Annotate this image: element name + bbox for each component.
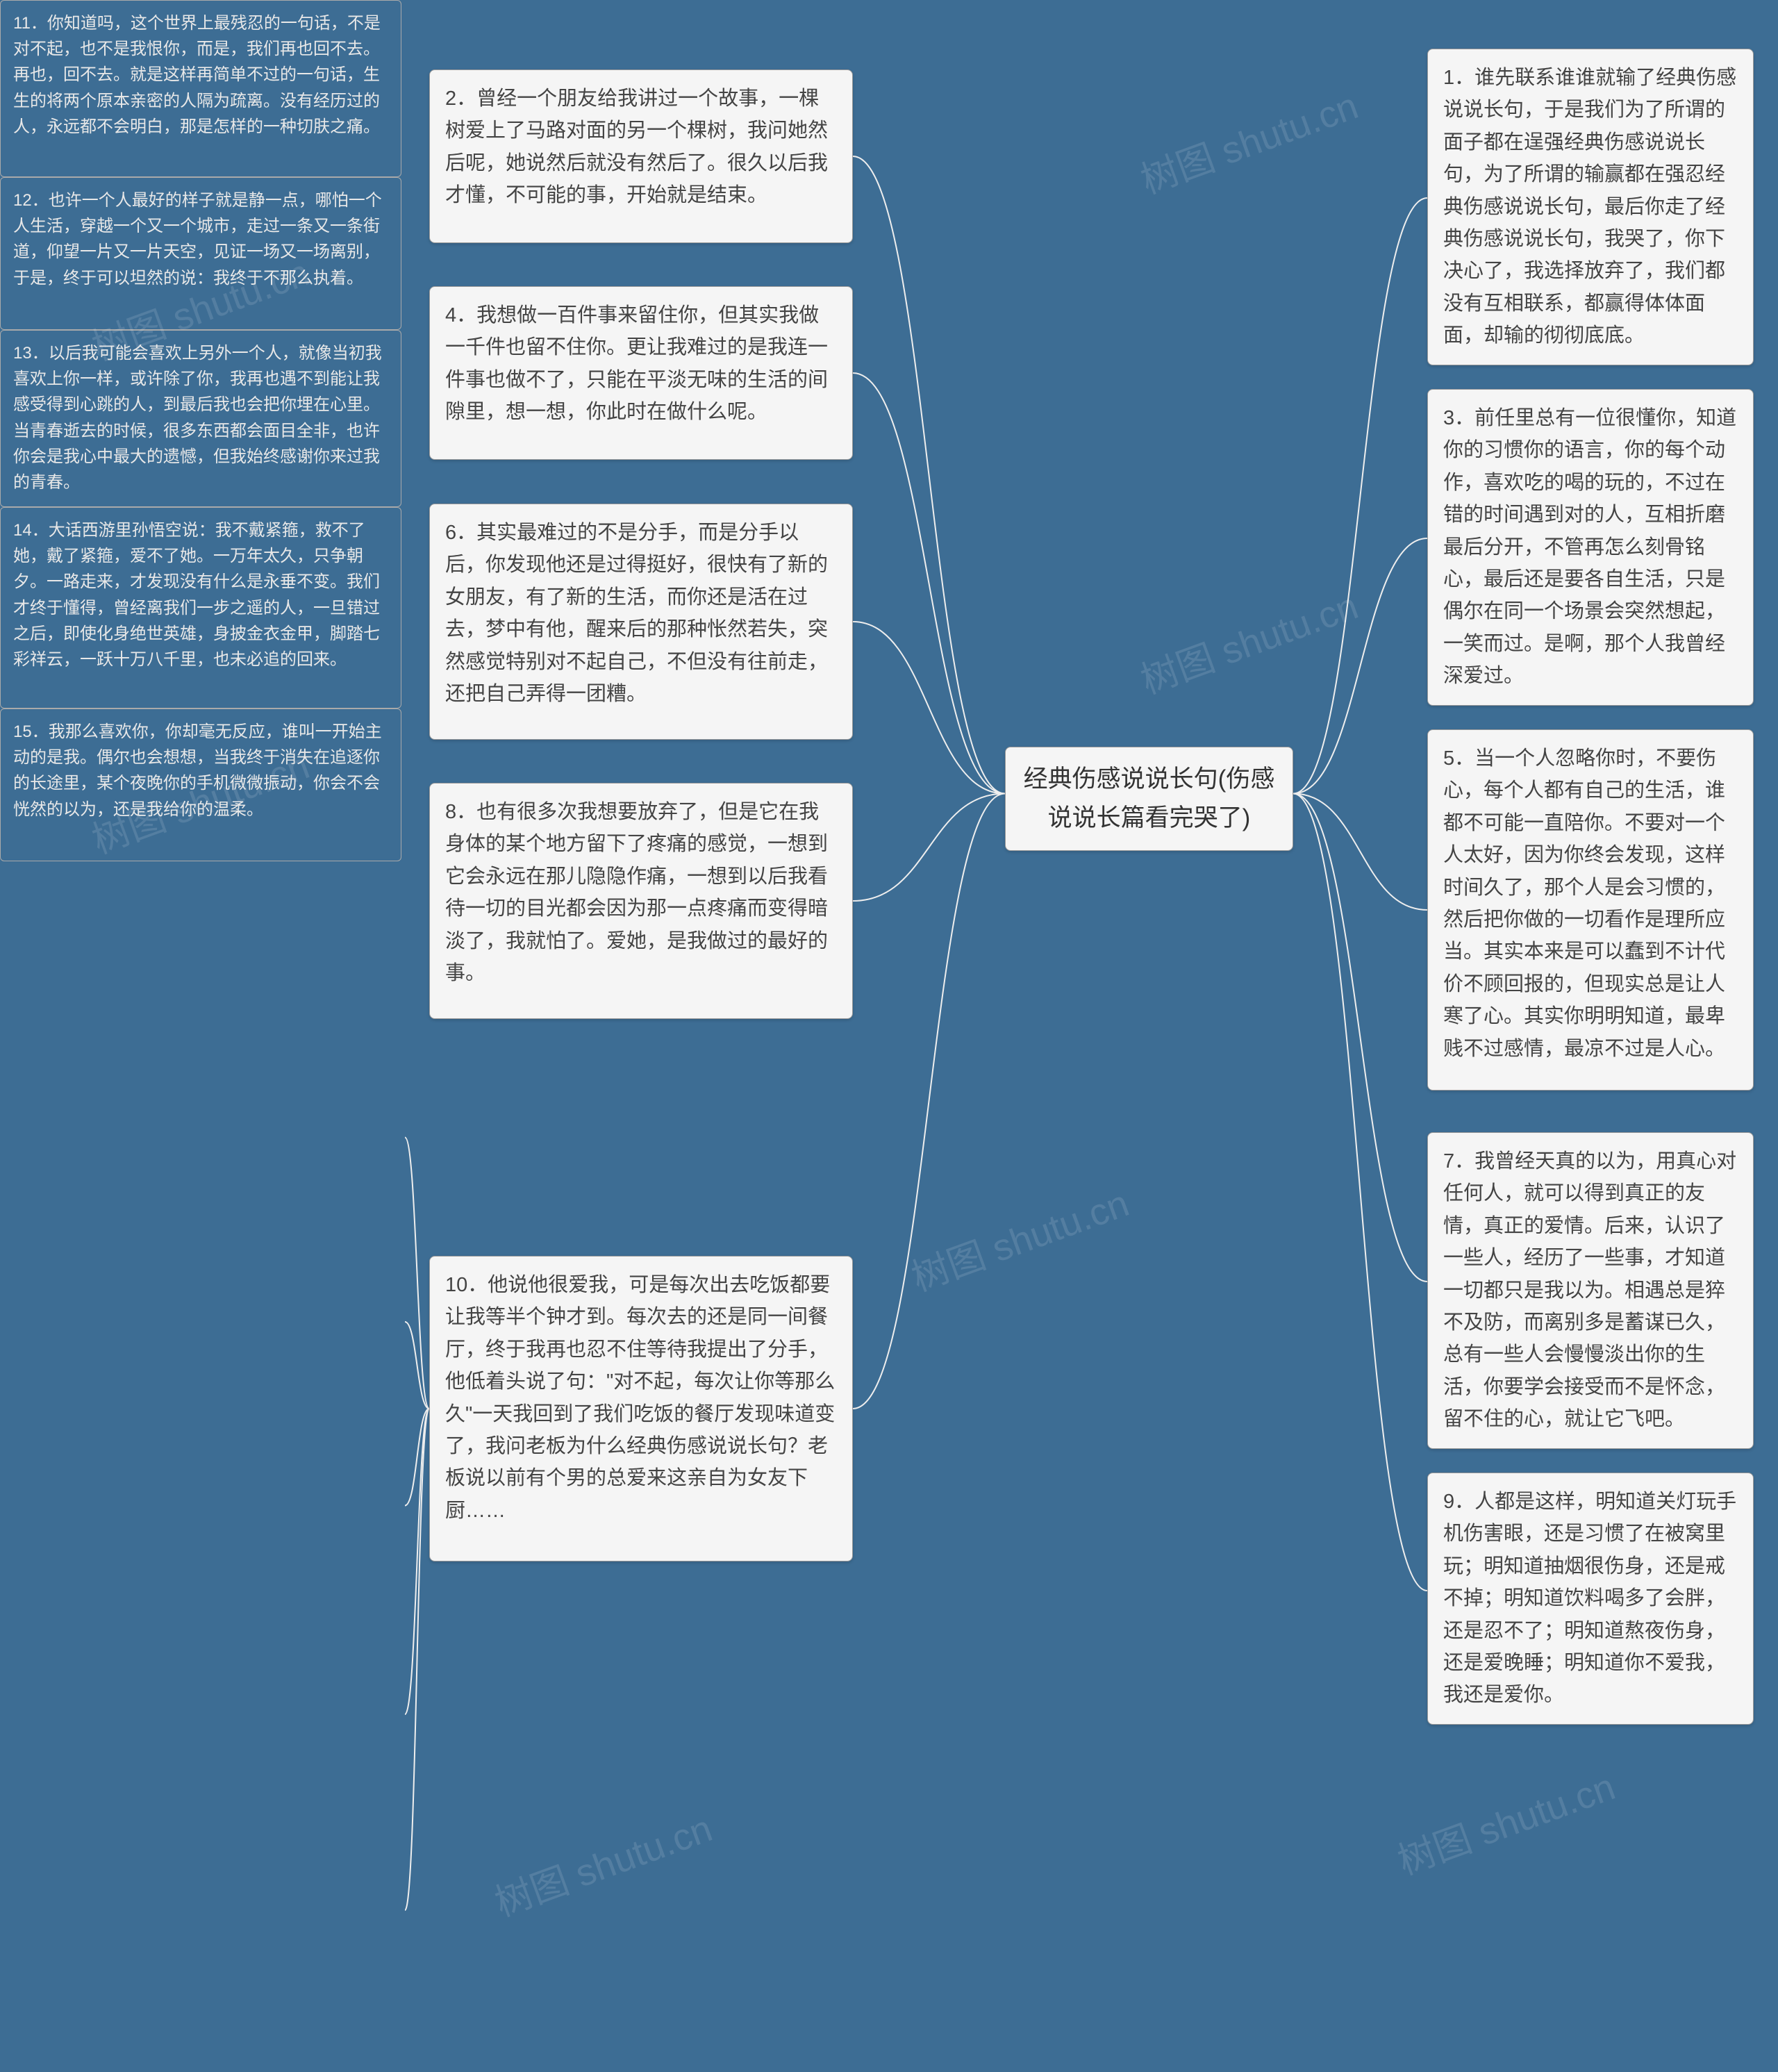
- watermark: 树图 shutu.cn: [1132, 575, 1364, 704]
- node-n10: 10．他说他很爱我，可是每次出去吃饭都要让我等半个钟才到。每次去的还是同一间餐厅…: [429, 1256, 853, 1561]
- watermark: 树图 shutu.cn: [1389, 1756, 1621, 1885]
- watermark: 树图 shutu.cn: [903, 1172, 1135, 1302]
- node-n9: 9．人都是这样，明知道关灯玩手机伤害眼，还是习惯了在被窝里玩；明知道抽烟很伤身，…: [1427, 1473, 1754, 1725]
- node-text: 7．我曾经天真的以为，用真心对任何人，就可以得到真正的友情，真正的爱情。后来，认…: [1443, 1150, 1736, 1430]
- node-n8: 8．也有很多次我想要放弃了，但是它在我身体的某个地方留下了疼痛的感觉，一想到它会…: [429, 783, 853, 1019]
- node-n1: 1．谁先联系谁谁就输了经典伤感说说长句，于是我们为了所谓的面子都在逞强经典伤感说…: [1427, 49, 1754, 365]
- subnode-n14: 14．大话西游里孙悟空说：我不戴紧箍，救不了她，戴了紧箍，爱不了她。一万年太久，…: [0, 507, 401, 708]
- watermark: 树图 shutu.cn: [486, 1798, 718, 1927]
- node-text: 6．其实最难过的不是分手，而是分手以后，你发现他还是过得挺好，很快有了新的女朋友…: [445, 522, 828, 705]
- node-text: 5．当一个人忽略你时，不要伤心，每个人都有自己的生活，谁都不可能一直陪你。不要对…: [1443, 747, 1725, 1060]
- node-n7: 7．我曾经天真的以为，用真心对任何人，就可以得到真正的友情，真正的爱情。后来，认…: [1427, 1132, 1754, 1449]
- node-text: 1．谁先联系谁谁就输了经典伤感说说长句，于是我们为了所谓的面子都在逞强经典伤感说…: [1443, 67, 1736, 347]
- node-text: 10．他说他很爱我，可是每次出去吃饭都要让我等半个钟才到。每次去的还是同一间餐厅…: [445, 1274, 835, 1522]
- node-n4: 4．我想做一百件事来留住你，但其实我做一千件也留不住你。更让我难过的是我连一件事…: [429, 286, 853, 460]
- subnode-n15: 15．我那么喜欢你，你却毫无反应，谁叫一开始主动的是我。偶尔也会想想，当我终于消…: [0, 708, 401, 861]
- node-n2: 2．曾经一个朋友给我讲过一个故事，一棵树爱上了马路对面的另一个棵树，我问她然后呢…: [429, 69, 853, 243]
- node-text: 8．也有很多次我想要放弃了，但是它在我身体的某个地方留下了疼痛的感觉，一想到它会…: [445, 801, 828, 984]
- node-n5: 5．当一个人忽略你时，不要伤心，每个人都有自己的生活，谁都不可能一直陪你。不要对…: [1427, 729, 1754, 1091]
- node-text: 3．前任里总有一位很懂你，知道你的习惯你的语言，你的每个动作，喜欢吃的喝的玩的，…: [1443, 407, 1736, 687]
- node-text: 9．人都是这样，明知道关灯玩手机伤害眼，还是习惯了在被窝里玩；明知道抽烟很伤身，…: [1443, 1491, 1736, 1706]
- center-node: 经典伤感说说长句(伤感说说长篇看完哭了): [1005, 747, 1293, 851]
- watermark: 树图 shutu.cn: [1132, 75, 1364, 204]
- node-text: 4．我想做一百件事来留住你，但其实我做一千件也留不住你。更让我难过的是我连一件事…: [445, 304, 828, 423]
- mindmap-canvas: 经典伤感说说长句(伤感说说长篇看完哭了) 2．曾经一个朋友给我讲过一个故事，一棵…: [0, 0, 1778, 2072]
- node-text: 2．曾经一个朋友给我讲过一个故事，一棵树爱上了马路对面的另一个棵树，我问她然后呢…: [445, 88, 828, 206]
- node-n6: 6．其实最难过的不是分手，而是分手以后，你发现他还是过得挺好，很快有了新的女朋友…: [429, 504, 853, 740]
- node-n3: 3．前任里总有一位很懂你，知道你的习惯你的语言，你的每个动作，喜欢吃的喝的玩的，…: [1427, 389, 1754, 706]
- subnode-n12: 12．也许一个人最好的样子就是静一点，哪怕一个人生活，穿越一个又一个城市，走过一…: [0, 177, 401, 330]
- subnode-n11: 11．你知道吗，这个世界上最残忍的一句话，不是对不起，也不是我恨你，而是，我们再…: [0, 0, 401, 177]
- center-title: 经典伤感说说长句(伤感说说长篇看完哭了): [1021, 760, 1277, 838]
- subnode-n13: 13．以后我可能会喜欢上另外一个人，就像当初我喜欢上你一样，或许除了你，我再也遇…: [0, 330, 401, 507]
